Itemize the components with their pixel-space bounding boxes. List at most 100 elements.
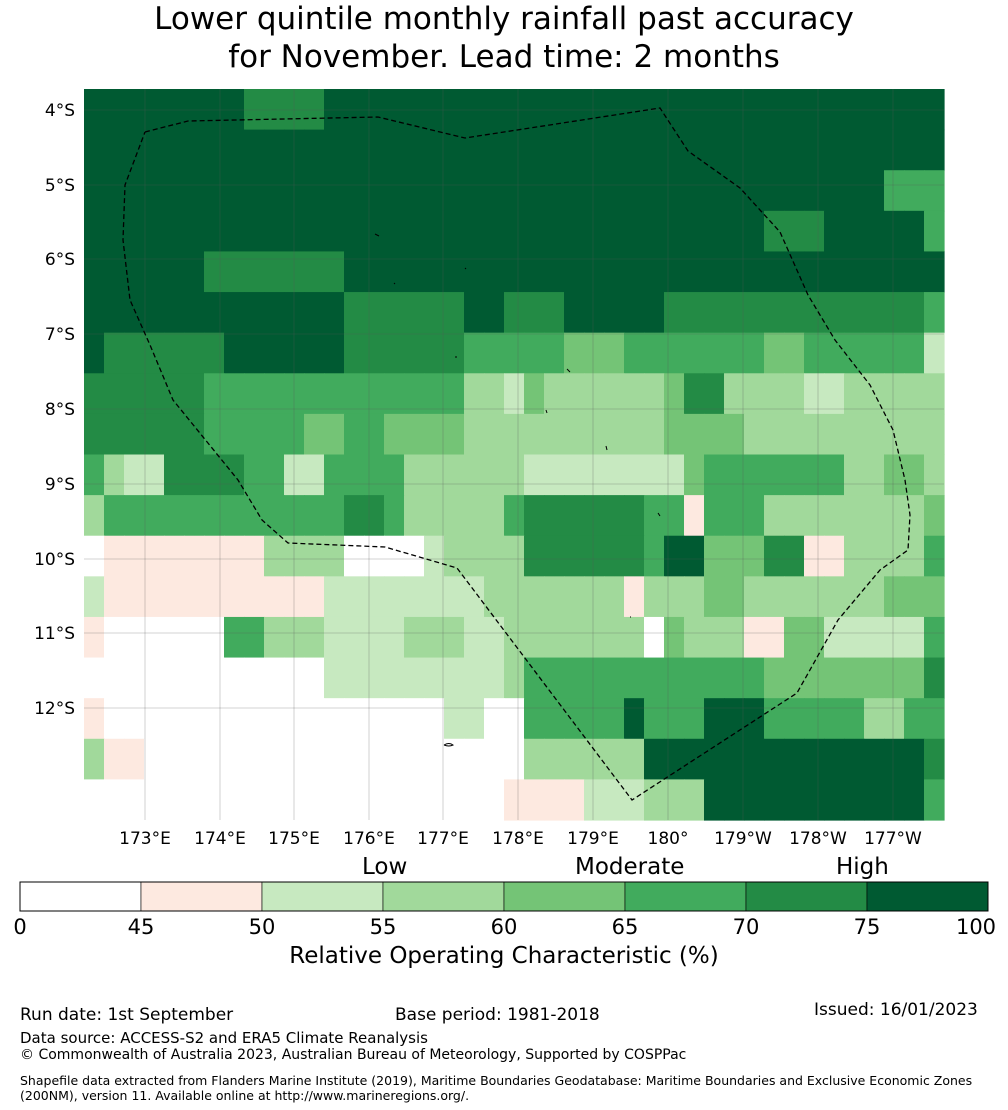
map-grid-cell — [764, 210, 785, 253]
map-grid-cell — [444, 292, 465, 334]
latitude-label: 10°S — [34, 550, 75, 570]
map-grid-cell — [884, 89, 905, 131]
map-grid-cell — [544, 170, 565, 212]
map-grid-cell — [84, 251, 105, 293]
map-grid-cell — [644, 89, 665, 131]
map-grid-cell — [924, 210, 945, 253]
map-grid-cell — [404, 129, 425, 171]
map-grid-cell — [804, 576, 825, 618]
map-grid-cell — [804, 332, 825, 374]
map-grid-cell — [124, 535, 145, 577]
map-grid-cell — [284, 779, 305, 821]
map-grid-cell — [504, 698, 525, 740]
map-grid-cell — [924, 292, 945, 334]
map-grid-cell — [604, 332, 625, 374]
map-grid-cell — [384, 251, 405, 293]
map-grid-cell — [184, 616, 205, 659]
map-grid-cell — [104, 129, 125, 171]
map-grid-cell — [264, 616, 285, 659]
map-grid-cell — [144, 576, 165, 618]
map-grid-cell — [104, 657, 125, 699]
map-grid-cell — [304, 495, 325, 537]
map-grid-cell — [564, 170, 585, 212]
map-grid-cell — [164, 373, 185, 415]
map-grid-cell — [464, 332, 485, 374]
map-grid-cell — [824, 332, 845, 374]
map-grid-cell — [544, 576, 565, 618]
map-grid-cell — [104, 89, 125, 131]
map-grid-cell — [864, 576, 885, 618]
map-grid-cell — [224, 779, 245, 821]
map-grid-cell — [164, 332, 185, 374]
map-grid-cell — [744, 454, 765, 496]
map-grid-cell — [904, 738, 925, 780]
map-grid-cell — [644, 495, 665, 537]
map-grid-cell — [924, 170, 945, 212]
map-grid-cell — [824, 779, 845, 821]
map-grid-cell — [624, 495, 645, 537]
map-grid-cell — [184, 170, 205, 212]
map-grid-cell — [344, 332, 365, 374]
map-grid-cell — [204, 170, 225, 212]
map-grid-cell — [144, 89, 165, 131]
map-grid-cell — [364, 89, 385, 131]
map-grid-cell — [784, 454, 805, 496]
map-grid-cell — [824, 251, 845, 293]
map-grid-cell — [464, 576, 485, 618]
map-grid-cell — [784, 495, 805, 537]
map-grid-cell — [344, 170, 365, 212]
map-grid-cell — [664, 332, 685, 374]
map-grid-cell — [384, 657, 405, 699]
map-grid-cell — [304, 292, 325, 334]
category-moderate-label: Moderate — [575, 854, 685, 880]
map-grid-cell — [244, 698, 265, 740]
map-grid-cell — [804, 738, 825, 780]
map-grid-cell — [264, 657, 285, 699]
map-grid-cell — [624, 576, 645, 618]
map-grid-cell — [844, 657, 865, 699]
map-grid-cell — [424, 210, 445, 253]
map-grid-cell — [704, 616, 725, 659]
map-grid-cell — [524, 779, 545, 821]
map-grid-cell — [444, 495, 465, 537]
map-grid-cell — [464, 535, 485, 577]
map-grid-cell — [124, 292, 145, 334]
map-grid-cell — [604, 413, 625, 456]
map-grid-cell — [564, 89, 585, 131]
map-grid-cell — [284, 210, 305, 253]
map-grid-cell — [104, 413, 125, 456]
map-grid-cell — [864, 454, 885, 496]
map-grid-cell — [784, 89, 805, 131]
map-grid-cell — [164, 698, 185, 740]
map-grid-cell — [324, 129, 345, 171]
map-grid-cell — [784, 292, 805, 334]
map-grid-cell — [224, 251, 245, 293]
map-grid-cell — [584, 576, 605, 618]
map-grid-cell — [864, 129, 885, 171]
map-grid-cell — [664, 129, 685, 171]
map-grid-cell — [164, 576, 185, 618]
map-grid-cell — [524, 210, 545, 253]
map-grid-cell — [244, 129, 265, 171]
map-grid-cell — [584, 210, 605, 253]
map-grid-cell — [524, 657, 545, 699]
map-grid-cell — [244, 170, 265, 212]
map-grid-cell — [504, 576, 525, 618]
map-grid-cell — [804, 779, 825, 821]
map-grid-cell — [404, 495, 425, 537]
map-grid-cell — [904, 89, 925, 131]
map-grid-cell — [704, 495, 725, 537]
map-grid-cell — [784, 779, 805, 821]
map-grid-cell — [84, 170, 105, 212]
map-grid-cell — [924, 454, 945, 496]
map-grid-cell — [344, 535, 365, 577]
map-grid-cell — [824, 535, 845, 577]
map-grid-cell — [444, 170, 465, 212]
map-grid-cell — [904, 170, 925, 212]
map-grid-cell — [824, 292, 845, 334]
map-grid-cell — [404, 413, 425, 456]
map-grid-cell — [124, 129, 145, 171]
map-grid-cell — [224, 535, 245, 577]
map-grid-cell — [284, 413, 305, 456]
